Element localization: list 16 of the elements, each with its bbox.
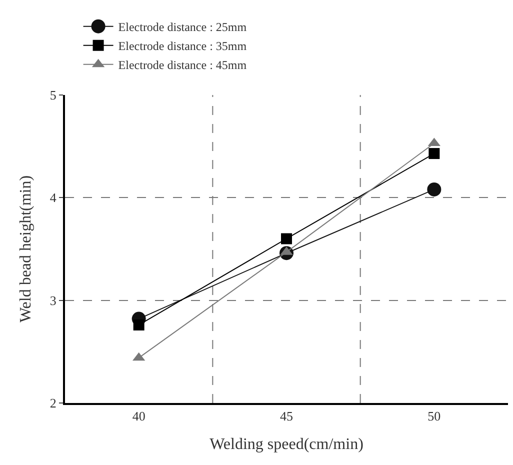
y-tick-label: 2 [50, 396, 56, 411]
point [281, 233, 292, 244]
legend-label: Electrode distance : 45mm [118, 58, 248, 72]
x-tick-label: 50 [428, 408, 441, 424]
point [133, 319, 144, 330]
x-tick-label: 40 [132, 408, 146, 424]
y-tick-label: 4 [50, 190, 57, 206]
point [428, 148, 440, 160]
y-tick-label: 5 [50, 88, 56, 103]
legend-label: Electrode distance : 35mm [118, 39, 248, 54]
x-axis-title: Welding speed(cm/min) [210, 436, 364, 453]
legend-label: Electrode distance : 25mm [118, 20, 248, 34]
x-tick-label: 45 [280, 408, 293, 424]
y-tick-label: 3 [50, 292, 56, 308]
y-axis-title: Weld bead height(min) [17, 175, 34, 323]
point [427, 182, 442, 196]
